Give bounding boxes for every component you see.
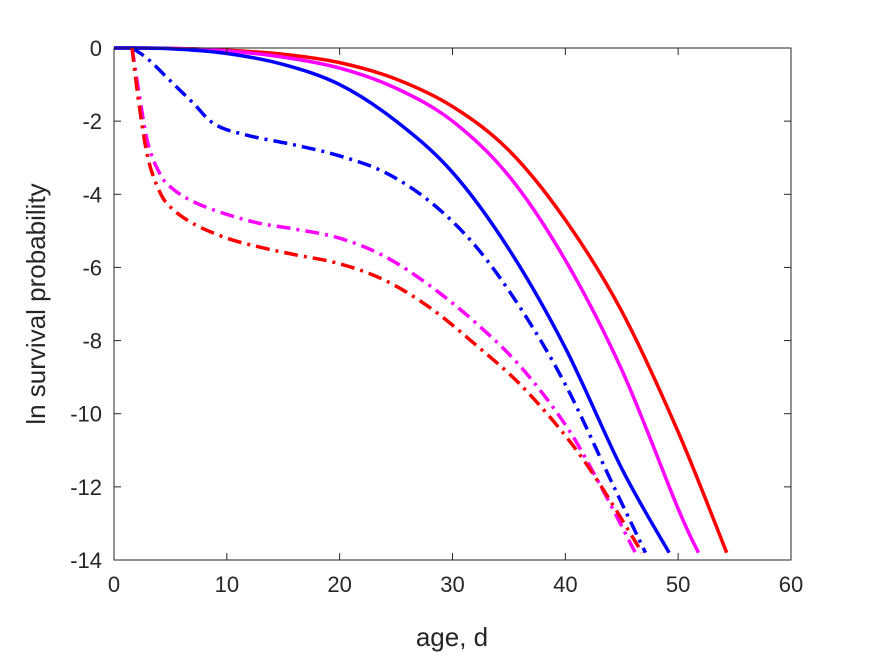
x-axis-label: age, d [416, 622, 488, 652]
y-tick-label: -2 [82, 109, 102, 134]
y-tick-label: 0 [90, 36, 102, 61]
x-tick-label: 60 [779, 572, 803, 597]
y-tick-label: -10 [70, 402, 102, 427]
y-tick-label: -12 [70, 475, 102, 500]
x-tick-label: 20 [327, 572, 351, 597]
series-line-5 [130, 47, 637, 554]
y-tick-label: -8 [82, 329, 102, 354]
x-tick-label: 30 [440, 572, 464, 597]
x-tick-label: 40 [553, 572, 577, 597]
series-line-6 [130, 47, 644, 554]
x-tick-label: 10 [215, 572, 239, 597]
x-tick-label: 0 [108, 572, 120, 597]
series-line-3 [113, 46, 671, 554]
y-tick-label: -4 [82, 182, 102, 207]
x-tick-label: 50 [666, 572, 690, 597]
y-tick-label: -14 [70, 548, 102, 573]
tick-layer: 0 10 20 30 40 50 60 0 -2 -4 -6 -8 -10 -12 -14 [70, 36, 803, 597]
y-tick-label: -6 [82, 255, 102, 280]
series-line-4 [131, 46, 648, 554]
y-axis-label: ln survival probability [21, 183, 51, 424]
